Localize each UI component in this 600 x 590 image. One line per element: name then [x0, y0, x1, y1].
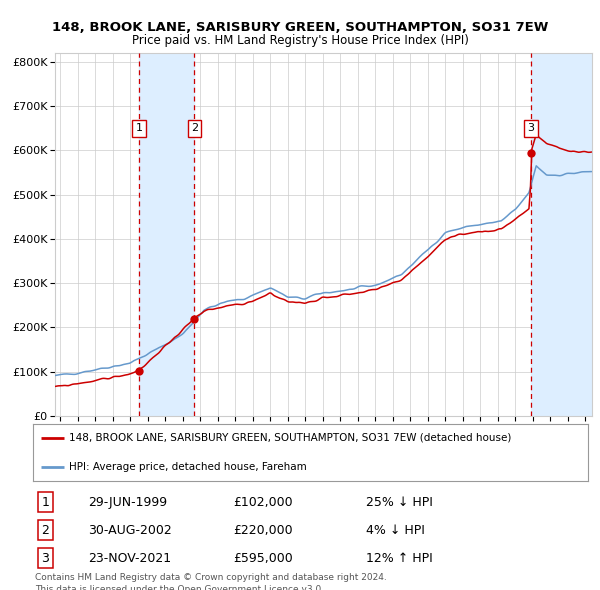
Text: 148, BROOK LANE, SARISBURY GREEN, SOUTHAMPTON, SO31 7EW: 148, BROOK LANE, SARISBURY GREEN, SOUTHA…: [52, 21, 548, 34]
Text: 1: 1: [136, 123, 142, 133]
Text: 3: 3: [527, 123, 535, 133]
Text: Price paid vs. HM Land Registry's House Price Index (HPI): Price paid vs. HM Land Registry's House …: [131, 34, 469, 47]
Text: 29-JUN-1999: 29-JUN-1999: [89, 496, 167, 509]
Text: 1: 1: [41, 496, 49, 509]
Text: £220,000: £220,000: [233, 524, 292, 537]
Text: 148, BROOK LANE, SARISBURY GREEN, SOUTHAMPTON, SO31 7EW (detached house): 148, BROOK LANE, SARISBURY GREEN, SOUTHA…: [69, 433, 511, 443]
Bar: [531, 53, 592, 416]
Text: 25% ↓ HPI: 25% ↓ HPI: [366, 496, 433, 509]
Text: 30-AUG-2002: 30-AUG-2002: [89, 524, 172, 537]
Text: HPI: Average price, detached house, Fareham: HPI: Average price, detached house, Fare…: [69, 461, 307, 471]
Bar: [139, 53, 194, 416]
Text: Contains HM Land Registry data © Crown copyright and database right 2024.
This d: Contains HM Land Registry data © Crown c…: [35, 573, 386, 590]
Text: 4% ↓ HPI: 4% ↓ HPI: [366, 524, 425, 537]
Text: 2: 2: [41, 524, 49, 537]
Text: 2: 2: [191, 123, 198, 133]
Text: £102,000: £102,000: [233, 496, 292, 509]
Text: 23-NOV-2021: 23-NOV-2021: [89, 552, 172, 565]
Text: 12% ↑ HPI: 12% ↑ HPI: [366, 552, 433, 565]
Text: £595,000: £595,000: [233, 552, 293, 565]
Text: 3: 3: [41, 552, 49, 565]
